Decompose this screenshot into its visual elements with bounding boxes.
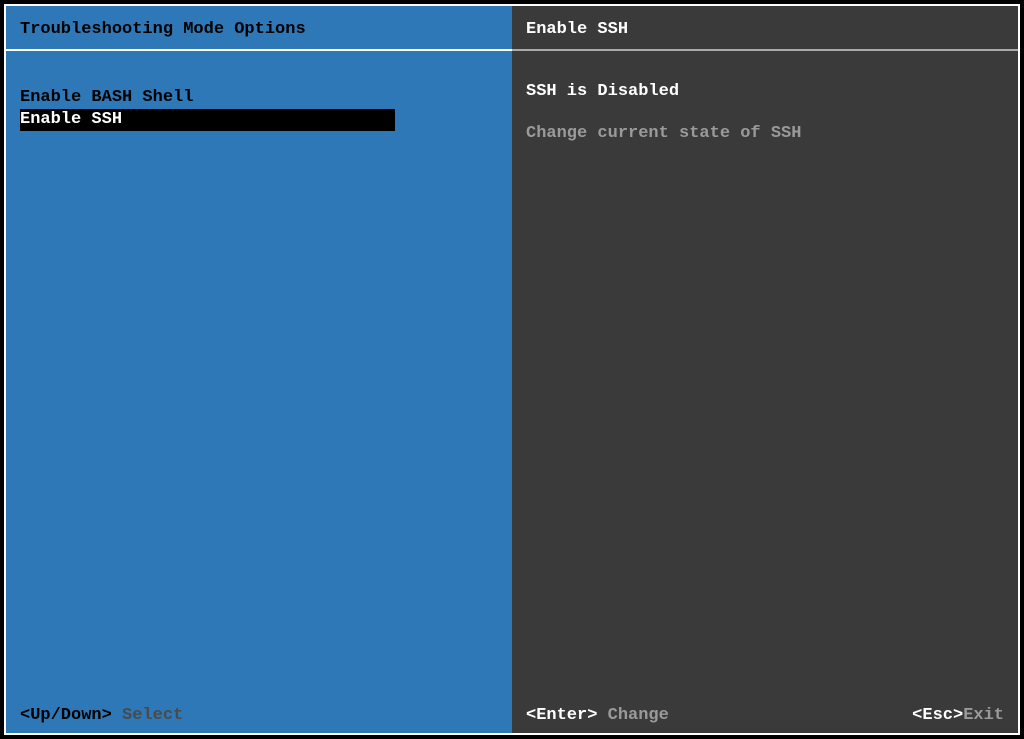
esc-key-label: <Esc> [912,706,963,725]
footer-updown-hint: <Up/Down> Select [20,706,183,725]
detail-content: SSH is Disabled Change current state of … [512,51,1018,733]
left-panel: Troubleshooting Mode Options Enable BASH… [6,6,512,733]
left-panel-title: Troubleshooting Mode Options [6,6,512,49]
change-action-label: Change [608,706,669,725]
console-frame: Troubleshooting Mode Options Enable BASH… [4,4,1020,735]
ssh-description: Change current state of SSH [526,123,1004,145]
updown-key-label: <Up/Down> [20,706,112,725]
footer-enter-hint: <Enter> Change [526,706,669,725]
left-footer: <Up/Down> Select [20,706,498,725]
menu-item-bash[interactable]: Enable BASH Shell [20,87,498,109]
select-action-label: Select [122,706,183,725]
menu-item-ssh[interactable]: Enable SSH [20,109,395,131]
footer-esc-hint: <Esc>Exit [912,706,1004,725]
menu-list: Enable BASH Shell Enable SSH [6,51,512,733]
right-panel: Enable SSH SSH is Disabled Change curren… [512,6,1018,733]
exit-action-label: Exit [963,706,1004,725]
enter-key-label: <Enter> [526,706,597,725]
right-footer: <Enter> Change <Esc>Exit [526,706,1004,725]
ssh-status: SSH is Disabled [526,81,1004,103]
right-panel-title: Enable SSH [512,6,1018,49]
